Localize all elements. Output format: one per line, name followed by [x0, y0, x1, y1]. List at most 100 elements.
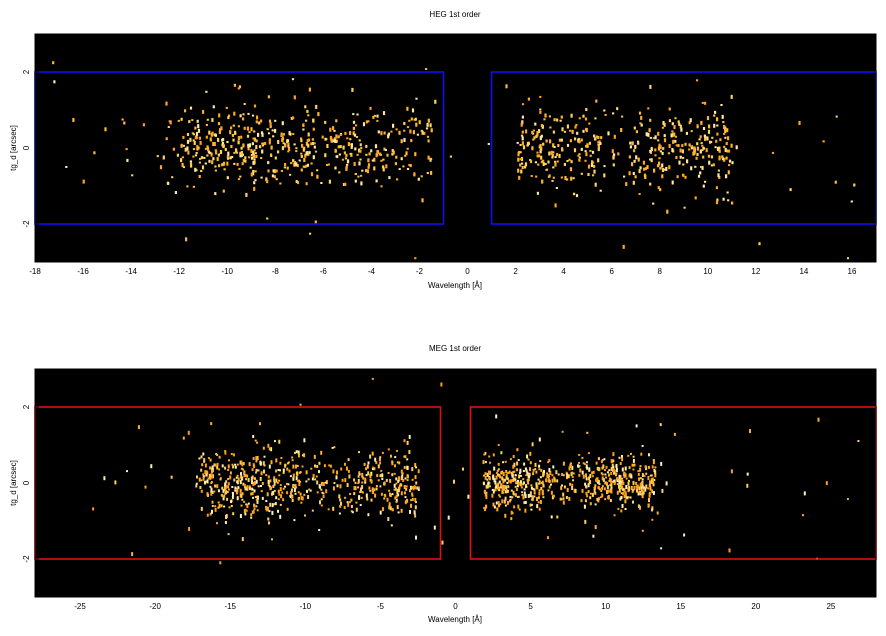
meg-event-mark — [379, 456, 382, 459]
heg-event-mark — [304, 153, 307, 158]
meg-event-mark — [610, 488, 613, 493]
meg-event-mark — [512, 490, 515, 495]
meg-event-mark — [244, 486, 247, 491]
heg-event-mark — [360, 147, 363, 150]
heg-event-mark — [384, 149, 387, 151]
heg-event-mark — [717, 169, 720, 172]
heg-event-mark — [529, 160, 533, 164]
meg-event-mark — [398, 477, 401, 482]
heg-event-mark — [400, 157, 403, 161]
heg-event-mark — [400, 139, 403, 144]
heg-event-mark — [520, 169, 523, 174]
meg-event-mark — [588, 467, 591, 472]
meg-event-mark — [526, 471, 529, 476]
meg-event-mark — [225, 490, 228, 494]
meg-event-mark — [571, 465, 574, 470]
meg-event-mark — [294, 451, 296, 454]
heg-event-mark — [288, 131, 291, 136]
meg-event-mark — [206, 479, 209, 484]
meg-event-mark — [504, 496, 507, 501]
heg-event-mark — [252, 172, 255, 176]
meg-event-mark — [259, 460, 262, 465]
heg-y-axis: -202 — [22, 69, 39, 228]
heg-event-mark — [209, 137, 212, 142]
heg-event-mark — [270, 154, 273, 157]
meg-event-mark — [637, 470, 640, 473]
meg-event-mark — [647, 487, 650, 490]
meg-event-mark — [648, 491, 651, 495]
heg-event-mark — [93, 151, 96, 155]
meg-event-mark — [242, 482, 245, 486]
meg-event-mark — [519, 480, 522, 485]
meg-event-mark — [255, 479, 258, 484]
heg-event-mark — [250, 127, 253, 132]
meg-event-mark — [245, 478, 248, 481]
heg-event-mark — [181, 156, 184, 159]
meg-event-mark — [623, 488, 626, 493]
heg-event-mark — [338, 171, 341, 174]
heg-event-mark — [710, 164, 713, 167]
meg-event-mark — [336, 484, 339, 488]
meg-event-mark — [648, 493, 651, 498]
meg-event-mark — [513, 462, 516, 467]
heg-event-mark — [541, 160, 544, 163]
heg-event-mark — [356, 113, 359, 116]
meg-event-mark — [267, 482, 270, 487]
heg-event-mark — [159, 165, 163, 170]
heg-event-mark — [661, 163, 664, 168]
heg-event-mark — [671, 122, 674, 126]
meg-event-mark — [277, 489, 280, 494]
heg-event-mark — [240, 151, 243, 154]
heg-event-mark — [554, 156, 557, 158]
meg-event-mark — [503, 488, 505, 491]
heg-event-mark — [198, 136, 201, 140]
meg-event-mark — [297, 450, 300, 455]
heg-event-mark — [403, 138, 406, 142]
meg-event-mark — [587, 490, 590, 493]
meg-event-mark — [610, 486, 613, 489]
meg-event-mark — [584, 499, 587, 503]
meg-event-mark — [225, 480, 228, 484]
heg-event-mark — [673, 125, 676, 130]
heg-event-mark — [365, 120, 368, 124]
meg-event-mark — [519, 471, 521, 474]
heg-event-mark — [668, 144, 671, 148]
meg-event-mark — [610, 491, 613, 494]
heg-event-mark — [197, 146, 200, 150]
heg-event-mark — [421, 130, 424, 135]
heg-event-mark — [406, 126, 410, 129]
meg-event-mark — [622, 492, 625, 496]
meg-event-mark — [369, 473, 372, 478]
heg-event-mark — [553, 118, 556, 122]
meg-event-mark — [637, 472, 640, 476]
heg-event-mark — [637, 140, 640, 143]
heg-event-mark — [548, 151, 551, 156]
meg-event-mark — [390, 524, 393, 527]
heg-event-mark — [682, 163, 685, 166]
heg-event-mark — [551, 156, 554, 159]
meg-event-mark — [825, 481, 828, 486]
meg-event-mark — [433, 525, 436, 530]
heg-event-mark — [560, 176, 563, 179]
meg-event-mark — [336, 470, 338, 475]
heg-event-mark — [699, 171, 702, 175]
meg-event-mark — [265, 474, 268, 477]
meg-event-mark — [223, 505, 226, 508]
meg-event-mark — [619, 481, 622, 484]
meg-event-mark — [255, 460, 258, 463]
meg-event-mark — [320, 504, 323, 507]
meg-event-mark — [650, 481, 653, 484]
heg-event-mark — [718, 155, 721, 160]
heg-event-mark — [233, 151, 236, 154]
meg-event-mark — [316, 480, 319, 485]
heg-event-mark — [242, 117, 245, 121]
meg-event-mark — [216, 484, 219, 489]
heg-event-mark — [252, 160, 255, 165]
heg-event-mark — [104, 127, 107, 132]
heg-event-mark — [241, 153, 244, 156]
meg-event-mark — [562, 500, 565, 505]
heg-event-mark — [205, 124, 208, 126]
heg-event-mark — [187, 150, 190, 155]
meg-event-mark — [271, 503, 274, 508]
meg-event-mark — [507, 485, 510, 489]
